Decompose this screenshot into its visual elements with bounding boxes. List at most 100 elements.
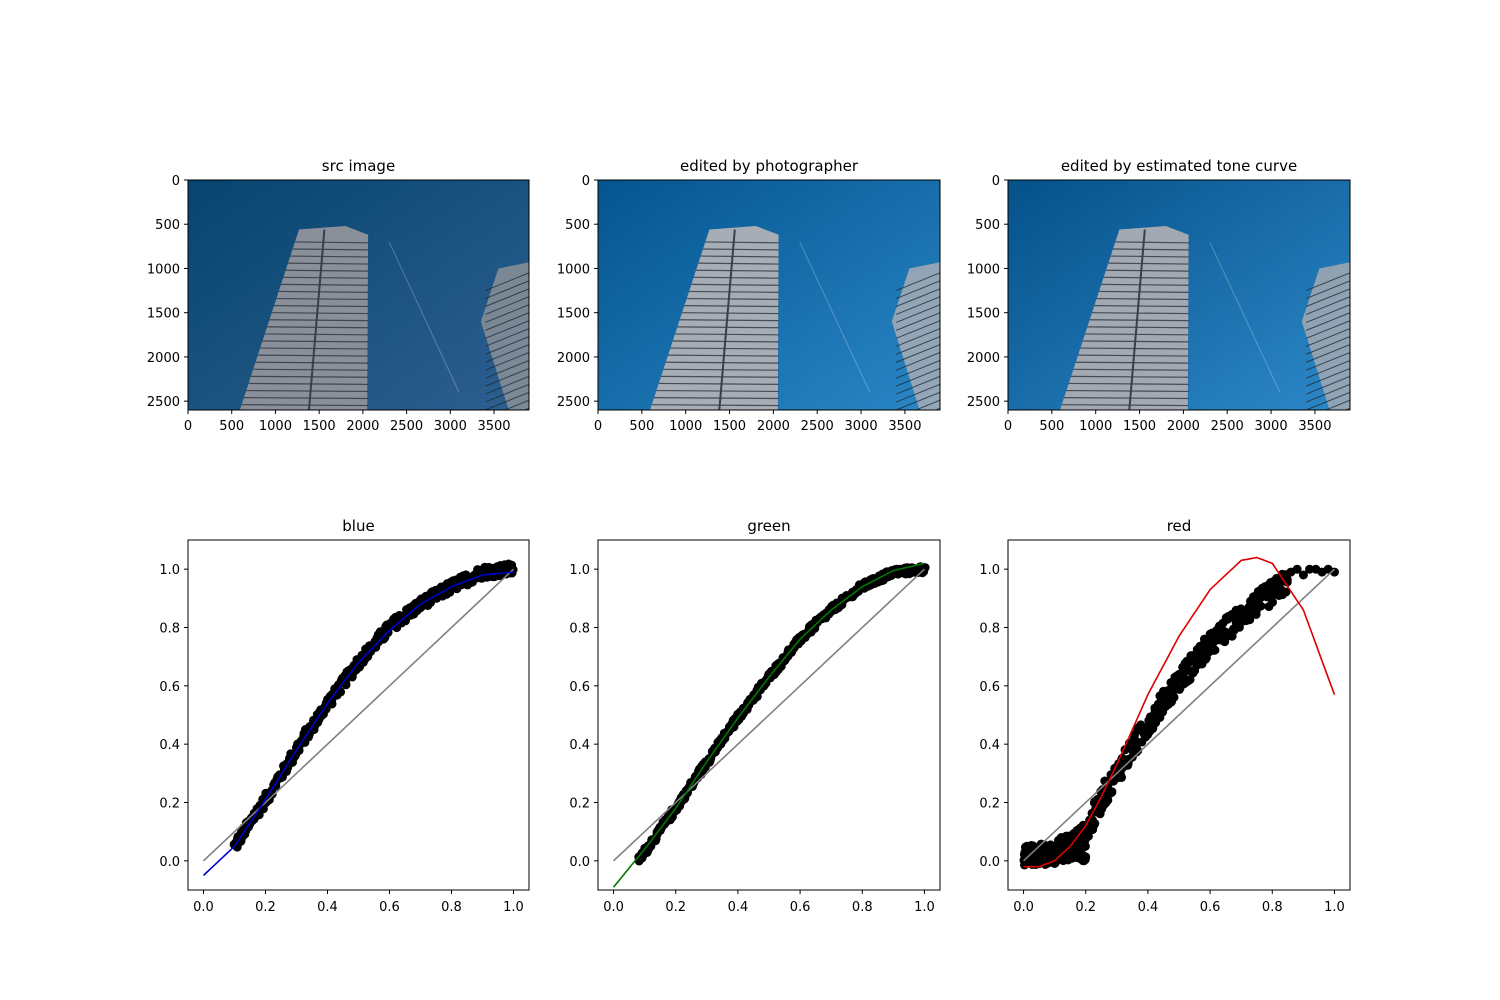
floor-line <box>485 352 529 371</box>
floor-line <box>705 241 779 244</box>
floor-line <box>1305 288 1350 307</box>
floor-line <box>269 319 369 322</box>
scatter-point <box>1292 564 1302 574</box>
x-tick-label: 0 <box>184 419 192 434</box>
x-tick-label: 0 <box>594 419 602 434</box>
floor-line <box>241 404 369 407</box>
floor-line <box>895 304 940 323</box>
floor-line <box>654 397 779 400</box>
y-tick-label: 500 <box>975 218 1000 233</box>
x-tick-label: 3000 <box>845 419 878 434</box>
floor-line <box>1066 389 1189 393</box>
y-tick-label: 1.0 <box>979 563 1000 578</box>
y-tick-label: 0.2 <box>979 797 1000 812</box>
floor-line <box>895 328 940 347</box>
y-tick-label: 1000 <box>557 262 590 277</box>
floor-line <box>686 297 779 301</box>
scatter-point <box>1330 567 1339 577</box>
scatter-point <box>1090 819 1100 829</box>
floor-line <box>274 305 369 308</box>
y-tick-label: 0.8 <box>569 622 590 637</box>
contrail <box>388 241 460 393</box>
x-tick-label: 0.2 <box>1075 900 1096 915</box>
panel-title: edited by estimated tone curve <box>1061 157 1297 175</box>
x-tick-label: 0 <box>1004 419 1012 434</box>
x-tick-label: 1.0 <box>1324 900 1345 915</box>
floor-line <box>679 319 779 322</box>
floor-line <box>675 333 779 336</box>
y-tick-label: 0.6 <box>569 680 590 695</box>
floor-line <box>290 255 369 258</box>
floor-line <box>485 328 529 347</box>
tower-edge <box>1128 229 1146 410</box>
floor-line <box>895 352 940 371</box>
panel-title: edited by photographer <box>680 157 859 175</box>
y-tick-label: 2500 <box>557 395 590 410</box>
contrail <box>1209 241 1281 393</box>
panel-title: green <box>747 517 790 535</box>
axes-frame <box>597 539 941 891</box>
x-tick-label: 3500 <box>888 419 921 434</box>
axes-frame <box>1007 539 1351 891</box>
floor-line <box>1305 336 1350 355</box>
y-tick-label: 0 <box>172 174 180 189</box>
y-tick-label: 0.8 <box>979 622 1000 637</box>
y-tick-label: 2000 <box>967 351 1000 366</box>
floor-line <box>1305 367 1350 387</box>
tower <box>239 226 369 410</box>
floor-line <box>1305 312 1350 331</box>
y-tick-label: 0.4 <box>979 738 1000 753</box>
floor-line <box>1105 269 1189 272</box>
floor-line <box>1061 404 1189 407</box>
scatter-point <box>1268 597 1277 607</box>
x-tick-label: 3000 <box>434 419 467 434</box>
floor-line <box>485 375 529 395</box>
plot-area <box>612 562 930 888</box>
x-tick-label: 1000 <box>669 419 702 434</box>
panel-title: red <box>1167 517 1192 535</box>
floor-line <box>267 326 369 329</box>
tower-edge <box>718 229 736 410</box>
y-tick-label: 0 <box>582 174 590 189</box>
floor-line <box>1305 272 1350 292</box>
image-panel-2: edited by estimated tone curve 0 500 1000 15… <box>967 157 1351 434</box>
floor-line <box>1089 319 1189 322</box>
scatter-point <box>1251 610 1261 619</box>
x-tick-label: 0.8 <box>441 900 462 915</box>
y-tick-label: 1500 <box>147 307 180 322</box>
x-tick-label: 500 <box>219 419 244 434</box>
floor-line <box>1101 283 1189 286</box>
floor-line <box>485 304 529 323</box>
x-tick-label: 0.4 <box>728 900 749 915</box>
floor-line <box>1305 320 1350 339</box>
y-tick-label: 1500 <box>967 307 1000 322</box>
y-tick-label: 1.0 <box>159 563 180 578</box>
floor-line <box>1110 255 1189 258</box>
floor-line <box>1305 304 1350 323</box>
floor-line <box>895 336 940 355</box>
x-tick-label: 0.8 <box>852 900 873 915</box>
floor-line <box>239 412 368 413</box>
floor-line <box>895 272 940 292</box>
floor-line <box>485 320 529 339</box>
floor-line <box>1059 412 1188 413</box>
floor-line <box>702 248 779 251</box>
scatter-point <box>1055 849 1065 859</box>
scatter-point <box>1029 853 1039 863</box>
scatter-point <box>1256 601 1266 611</box>
floor-line <box>1324 399 1350 410</box>
floor-line <box>700 255 779 258</box>
floor-line <box>1112 248 1189 251</box>
y-tick-label: 0.0 <box>159 855 180 870</box>
floor-line <box>1096 297 1189 301</box>
x-tick-label: 2000 <box>1167 419 1200 434</box>
floor-line <box>485 312 529 331</box>
photo <box>598 180 940 410</box>
y-tick-label: 2500 <box>147 395 180 410</box>
y-tick-label: 0.6 <box>159 680 180 695</box>
scatter-point <box>1298 570 1308 580</box>
floor-line <box>264 333 369 336</box>
floor-line <box>255 361 369 364</box>
tower-edge <box>307 229 326 410</box>
